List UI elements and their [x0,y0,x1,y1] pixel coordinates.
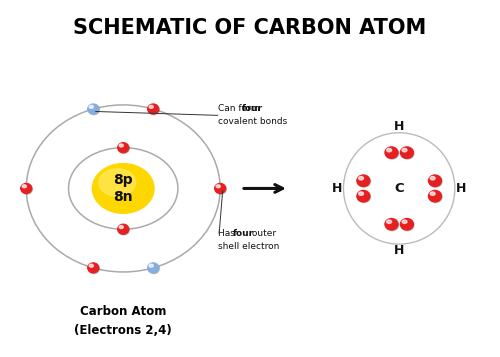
Ellipse shape [402,149,407,152]
Ellipse shape [401,219,414,231]
Ellipse shape [21,183,32,193]
Ellipse shape [430,192,435,195]
Text: Carbon Atom: Carbon Atom [80,305,166,318]
Ellipse shape [88,264,100,273]
Ellipse shape [148,105,160,115]
Ellipse shape [88,105,100,115]
Ellipse shape [400,147,413,159]
Text: covalent bonds: covalent bonds [218,117,287,126]
Text: four: four [232,229,254,238]
Ellipse shape [402,220,407,223]
Ellipse shape [386,148,398,159]
Ellipse shape [386,149,392,152]
Text: H: H [456,182,466,195]
Ellipse shape [118,224,128,234]
Ellipse shape [358,191,370,203]
Text: outer: outer [248,229,276,238]
Ellipse shape [22,184,32,194]
Ellipse shape [118,143,128,153]
Ellipse shape [149,105,154,108]
Ellipse shape [401,148,414,159]
Ellipse shape [358,176,370,187]
Ellipse shape [428,175,442,186]
Ellipse shape [149,264,154,267]
Ellipse shape [429,191,442,203]
Text: H: H [394,120,404,133]
Ellipse shape [357,190,370,202]
Ellipse shape [428,190,442,202]
Ellipse shape [118,225,130,235]
Ellipse shape [430,176,435,180]
Ellipse shape [89,105,94,108]
Ellipse shape [88,104,99,114]
Text: H: H [394,244,404,257]
Text: C: C [394,182,404,195]
Ellipse shape [214,183,226,193]
Text: SCHEMATIC OF CARBON ATOM: SCHEMATIC OF CARBON ATOM [74,19,426,39]
Ellipse shape [385,147,398,159]
Ellipse shape [429,176,442,187]
Ellipse shape [119,144,124,147]
Ellipse shape [385,218,398,230]
Text: shell electron: shell electron [218,242,279,251]
Ellipse shape [386,220,392,223]
Ellipse shape [216,184,226,194]
Ellipse shape [148,104,158,114]
Ellipse shape [400,218,413,230]
Text: four: four [242,104,262,113]
Ellipse shape [22,185,26,188]
Text: 8p
8n: 8p 8n [114,174,133,203]
Ellipse shape [98,169,136,196]
Ellipse shape [119,226,124,228]
Ellipse shape [357,175,370,186]
Ellipse shape [148,263,158,273]
Ellipse shape [88,263,99,273]
Text: Can form: Can form [218,104,262,113]
Ellipse shape [358,176,364,180]
Text: Has: Has [218,229,238,238]
Ellipse shape [89,264,94,267]
Ellipse shape [148,264,160,273]
Text: (Electrons 2,4): (Electrons 2,4) [74,324,172,337]
Ellipse shape [358,192,364,195]
Ellipse shape [386,219,398,231]
Text: H: H [332,182,342,195]
Ellipse shape [118,144,130,154]
Ellipse shape [216,185,220,188]
Ellipse shape [92,164,154,213]
